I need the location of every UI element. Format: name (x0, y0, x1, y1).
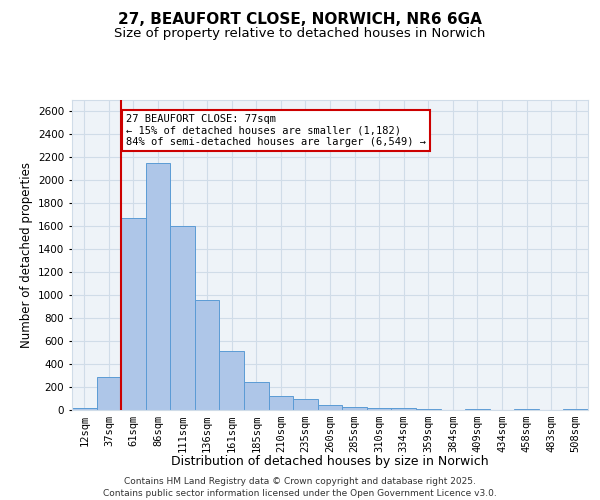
Bar (220, 352, 244, 410)
Bar (318, 405, 342, 410)
Bar (121, 218, 146, 410)
Bar (416, 409, 440, 410)
X-axis label: Distribution of detached houses by size in Norwich: Distribution of detached houses by size … (171, 455, 489, 468)
Bar (391, 408, 416, 410)
Bar (195, 300, 220, 410)
Bar (72, 408, 97, 410)
Bar (244, 382, 269, 410)
Text: 27, BEAUFORT CLOSE, NORWICH, NR6 6GA: 27, BEAUFORT CLOSE, NORWICH, NR6 6GA (118, 12, 482, 28)
Bar (170, 226, 195, 410)
Bar (465, 409, 490, 410)
Text: Contains HM Land Registry data © Crown copyright and database right 2025.
Contai: Contains HM Land Registry data © Crown c… (103, 476, 497, 498)
Bar (269, 396, 293, 410)
Bar (293, 399, 318, 410)
Bar (563, 409, 588, 410)
Text: Size of property relative to detached houses in Norwich: Size of property relative to detached ho… (115, 28, 485, 40)
Bar (97, 376, 121, 410)
Y-axis label: Number of detached properties: Number of detached properties (20, 162, 32, 348)
Bar (367, 408, 391, 410)
Text: 27 BEAUFORT CLOSE: 77sqm
← 15% of detached houses are smaller (1,182)
84% of sem: 27 BEAUFORT CLOSE: 77sqm ← 15% of detach… (126, 114, 426, 147)
Bar (342, 407, 367, 410)
Bar (146, 163, 170, 410)
